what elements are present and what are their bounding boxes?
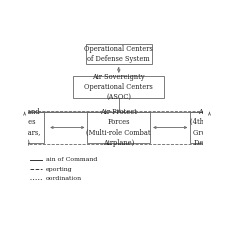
Text: oordination: oordination: [45, 176, 82, 181]
FancyBboxPatch shape: [190, 112, 225, 143]
FancyBboxPatch shape: [86, 44, 152, 64]
Text: ain of Command: ain of Command: [45, 157, 97, 162]
Text: Air Protect
Forces
(Multi-role Combat
Airplane): Air Protect Forces (Multi-role Combat Ai…: [86, 108, 151, 147]
FancyBboxPatch shape: [73, 76, 164, 98]
FancyBboxPatch shape: [87, 112, 150, 143]
FancyBboxPatch shape: [5, 112, 44, 143]
Text: Air Sovereignty
Operational Centers
(ASOC): Air Sovereignty Operational Centers (ASO…: [84, 73, 153, 101]
Text: ence and
Forces
n Radars,
SA): ence and Forces n Radars, SA): [9, 108, 41, 147]
Text: Operational Centers
of Defense System: Operational Centers of Defense System: [84, 45, 153, 63]
Text: Air def
(4th genera
Ground -b
Defense -: Air def (4th genera Ground -b Defense -: [190, 108, 225, 147]
Text: eporting: eporting: [45, 166, 72, 172]
